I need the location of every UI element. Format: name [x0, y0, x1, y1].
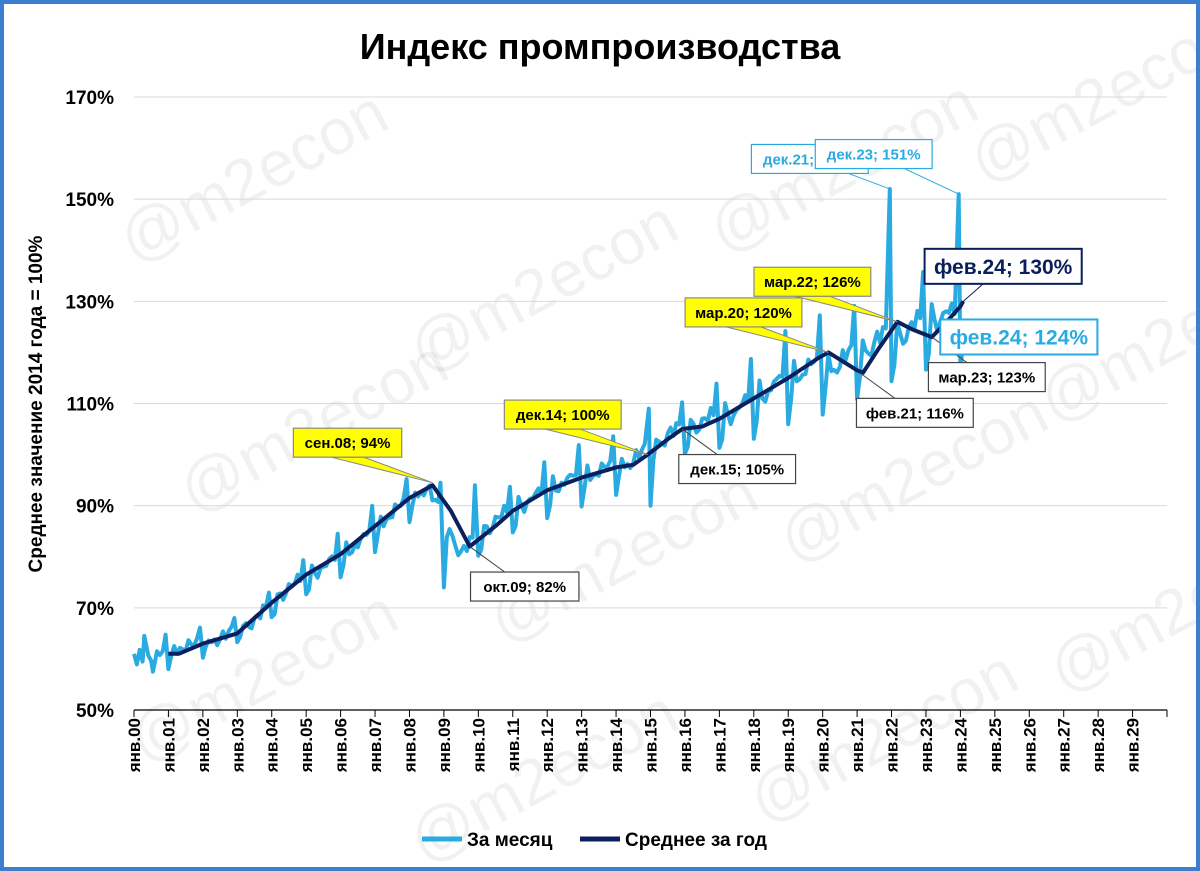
annotation: мар.20; 120% — [684, 297, 829, 353]
annotation-pointer — [331, 456, 433, 484]
annotation-label: мар.22; 126% — [764, 274, 861, 291]
y-axis: 50% 70% 90% 110% 130% 150% 170% — [65, 88, 114, 722]
x-tick-label: янв.24 — [951, 717, 970, 773]
annotation: дек.15; 105% — [678, 428, 797, 485]
x-tick-label: янв.23 — [917, 718, 936, 773]
x-tick-label: янв.13 — [573, 718, 592, 773]
x-tick-label: янв.28 — [1089, 718, 1108, 773]
x-tick-label: янв.05 — [297, 718, 316, 773]
annotation-pointer — [725, 326, 829, 353]
watermark-text: @m2econ — [107, 75, 399, 276]
annotation: сен.08; 94% — [292, 427, 433, 484]
annotation-box — [678, 453, 797, 485]
annotation: фев.24; 130% — [923, 247, 1083, 302]
x-tick-label: янв.10 — [469, 718, 488, 773]
annotation: дек.14; 100% — [503, 399, 648, 456]
annotation: фев.21; 116% — [855, 372, 974, 428]
annotation-label: мар.20; 120% — [695, 305, 792, 322]
legend: За месяц Среднее за год — [422, 830, 767, 851]
x-tick-label: янв.27 — [1055, 718, 1074, 773]
x-tick-label: янв.26 — [1020, 718, 1039, 773]
annotation: мар.22; 126% — [753, 266, 898, 323]
annotation: дек.23; 151% — [814, 138, 959, 195]
industrial-production-chart: @m2econ@m2econ@m2econ@m2econ@m2econ@m2ec… — [26, 4, 1196, 867]
x-tick-label: янв.19 — [779, 718, 798, 773]
y-tick-label: 70% — [76, 599, 114, 620]
y-tick-label: 130% — [65, 292, 114, 313]
annotation-label: фев.24; 130% — [934, 256, 1073, 279]
annotation-box — [684, 297, 803, 328]
x-tick-label: янв.14 — [607, 717, 626, 773]
x-tick-label: янв.22 — [883, 718, 902, 773]
x-tick-label: янв.07 — [366, 718, 385, 773]
annotation-box — [469, 571, 580, 602]
x-tick-label: янв.15 — [642, 718, 661, 773]
annotation-label: фев.24; 124% — [950, 327, 1089, 350]
annotation-label: дек.23; 151% — [827, 146, 921, 163]
annotation-label: окт.09; 82% — [483, 579, 566, 596]
series-annual — [168, 300, 965, 656]
x-tick-label: янв.21 — [848, 718, 867, 773]
series-monthly-line — [132, 187, 966, 674]
x-tick-label: янв.18 — [745, 718, 764, 773]
x-tick-label: янв.11 — [504, 718, 523, 772]
x-tick-label: янв.02 — [194, 718, 213, 773]
x-tick-label: янв.04 — [263, 717, 282, 773]
x-tick-label: янв.01 — [159, 718, 178, 773]
watermark-text: @m2econ — [1037, 505, 1196, 706]
y-tick-label: 170% — [65, 88, 114, 109]
x-tick-label: янв.03 — [228, 718, 247, 773]
annotation: мар.23; 123% — [927, 336, 1046, 393]
annotation: окт.09; 82% — [469, 546, 580, 602]
annotation-box — [923, 247, 1083, 285]
annotation-box — [855, 397, 974, 428]
x-axis: янв.00 янв.01 янв.02 янв.03 янв.04 янв.05 янв.… — [125, 709, 1168, 773]
x-tick-label: янв.08 — [400, 718, 419, 773]
series-monthly — [132, 187, 966, 674]
annotation-pointer — [794, 295, 898, 323]
legend-label-annual: Среднее за год — [625, 830, 767, 851]
annotation-label: дек.15; 105% — [690, 461, 784, 478]
x-tick-label: янв.09 — [435, 718, 454, 773]
y-tick-label: 110% — [66, 395, 114, 416]
x-tick-label: янв.00 — [125, 718, 144, 773]
x-tick-label: янв.17 — [710, 718, 729, 773]
x-tick-label: янв.06 — [332, 718, 351, 773]
annotation-box — [814, 138, 933, 170]
annotation-box — [939, 318, 1099, 356]
legend-label-monthly: За месяц — [467, 830, 553, 851]
y-tick-label: 90% — [76, 497, 114, 518]
watermark-text: @m2econ — [957, 4, 1196, 196]
x-tick-label: янв.12 — [538, 718, 557, 773]
y-tick-label: 50% — [76, 701, 114, 722]
x-tick-label: янв.25 — [986, 718, 1005, 773]
y-tick-label: 150% — [65, 190, 114, 211]
watermark-text: @m2econ — [477, 455, 769, 656]
annotations: сен.08; 94% окт.09; 82% дек.14; 100% дек.15… — [292, 138, 1099, 602]
series-annual-line — [168, 300, 965, 656]
annotation-label: фев.21; 116% — [866, 405, 964, 422]
annotation: фев.24; 124% — [939, 318, 1099, 356]
chart-title: Индекс промпроизводства — [360, 26, 842, 67]
annotation-box — [292, 427, 403, 458]
annotation-box — [927, 361, 1046, 393]
x-tick-label: янв.16 — [676, 718, 695, 773]
annotation-label: дек.14; 100% — [516, 407, 610, 424]
annotation-pointer — [545, 428, 648, 456]
annotation-box — [753, 266, 872, 297]
annotation-label: мар.23; 123% — [938, 369, 1035, 386]
annotation-box — [503, 399, 622, 430]
y-axis-label: Среднее значение 2014 года = 100% — [26, 235, 47, 572]
annotation-label: сен.08; 94% — [305, 435, 391, 452]
x-tick-label: янв.20 — [814, 718, 833, 773]
x-tick-label: янв.29 — [1124, 718, 1143, 773]
